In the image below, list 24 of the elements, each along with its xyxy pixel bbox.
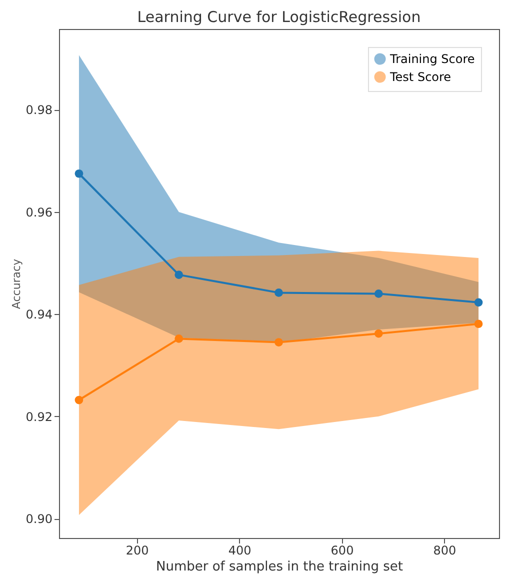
x-tick-label: 600 bbox=[330, 544, 354, 558]
chart-title: Learning Curve for LogisticRegression bbox=[137, 8, 421, 26]
point bbox=[74, 396, 84, 404]
y-tick-label: 0.90 bbox=[26, 512, 52, 526]
point bbox=[474, 298, 483, 307]
point bbox=[374, 290, 383, 298]
x-axis-title: Number of samples in the training set bbox=[156, 560, 403, 574]
x-tick-label: 400 bbox=[228, 544, 252, 558]
y-tick-label: 0.92 bbox=[26, 410, 52, 424]
point bbox=[374, 329, 383, 338]
point bbox=[174, 334, 184, 343]
legend-label: Test Score bbox=[389, 70, 452, 84]
point bbox=[474, 320, 483, 328]
y-tick-label: 0.96 bbox=[26, 205, 52, 220]
point bbox=[174, 270, 184, 279]
y-tick-label: 0.94 bbox=[26, 308, 52, 322]
legend-label: Training Score bbox=[389, 52, 475, 66]
x-tick-label: 200 bbox=[126, 544, 149, 558]
point bbox=[74, 169, 84, 178]
x-tick-label: 800 bbox=[433, 544, 456, 558]
point bbox=[274, 338, 283, 346]
point bbox=[274, 288, 283, 297]
y-tick-label: 0.98 bbox=[26, 103, 52, 118]
y-axis-title: Accuracy bbox=[10, 258, 23, 310]
